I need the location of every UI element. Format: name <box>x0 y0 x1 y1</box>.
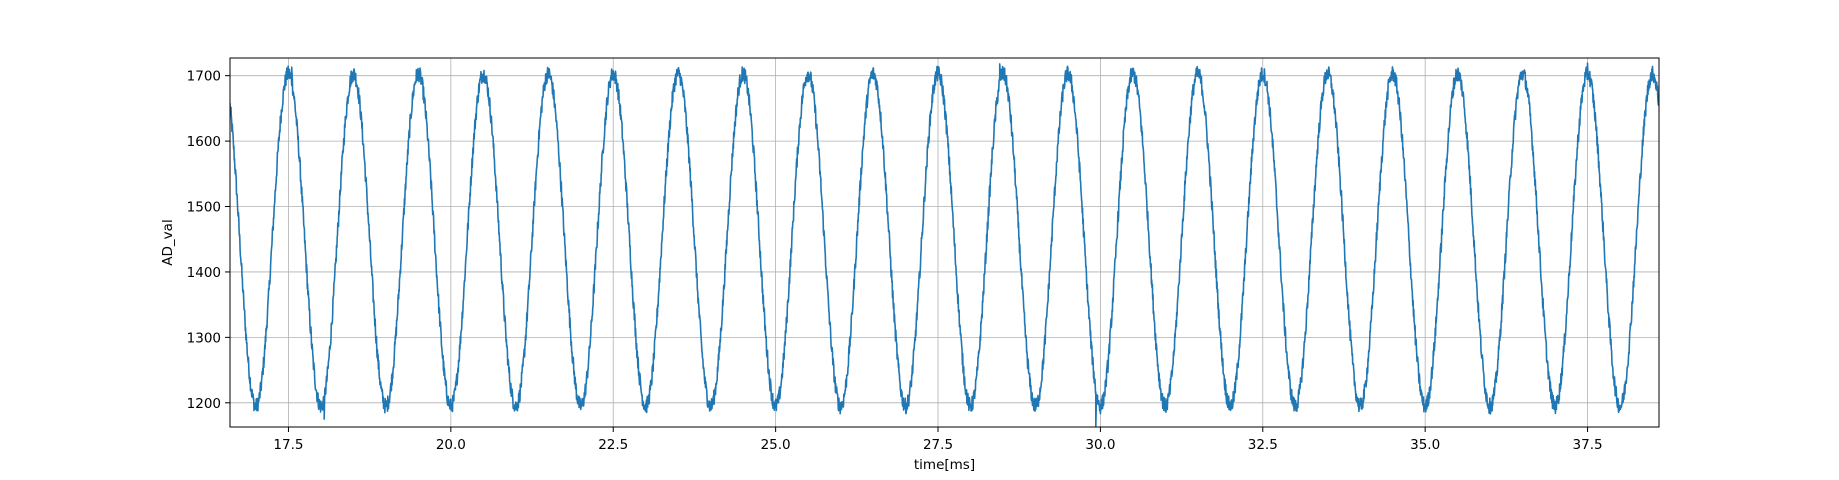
x-axis-label: time[ms] <box>914 457 975 473</box>
x-tick-label: 35.0 <box>1410 437 1440 453</box>
x-tick-label: 25.0 <box>761 437 791 453</box>
x-tick-label: 27.5 <box>923 437 953 453</box>
y-tick-label: 1200 <box>187 396 221 412</box>
y-axis-label: AD_val <box>160 219 176 265</box>
plot-area-frame <box>229 57 1660 428</box>
y-tick-label: 1700 <box>187 69 221 85</box>
x-tick-label: 37.5 <box>1573 437 1603 453</box>
y-tick-label: 1300 <box>187 330 221 346</box>
y-tick-label: 1500 <box>187 200 221 216</box>
axis-ticks: 17.5 20.0 22.5 25.0 27.5 30.0 32.5 35.0 37.5 1200… <box>187 69 1603 453</box>
series-line <box>230 62 1659 427</box>
x-tick-label: 22.5 <box>598 437 628 453</box>
x-tick-label: 20.0 <box>436 437 466 453</box>
y-tick-label: 1400 <box>187 265 221 281</box>
series-layer <box>230 62 1659 427</box>
y-tick-label: 1600 <box>187 134 221 150</box>
x-tick-label: 32.5 <box>1248 437 1278 453</box>
grid <box>230 58 1659 427</box>
x-tick-label: 17.5 <box>273 437 303 453</box>
x-tick-label: 30.0 <box>1085 437 1115 453</box>
